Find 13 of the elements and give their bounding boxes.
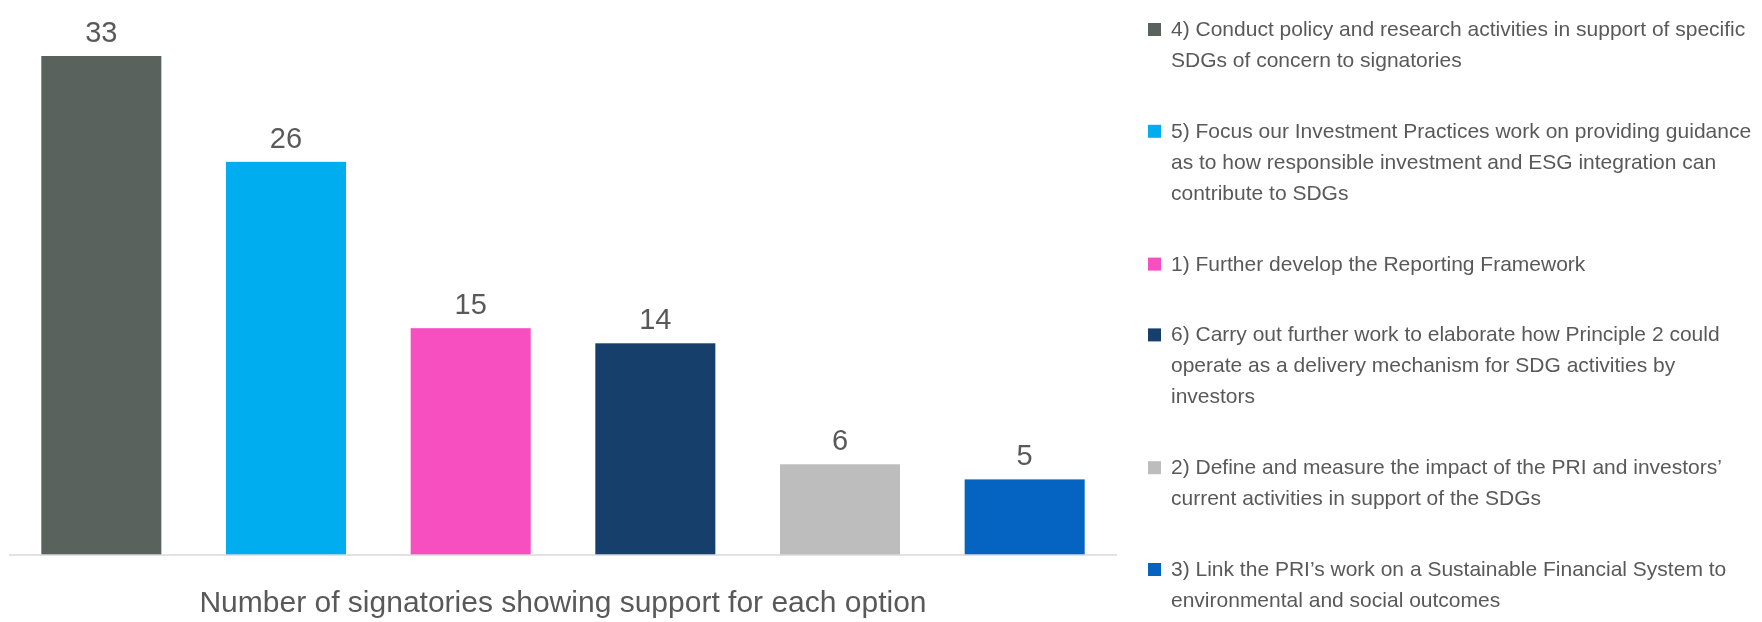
data-label: 26	[269, 121, 303, 154]
x-axis-title: Number of signatories showing support for each option	[199, 585, 927, 618]
legend-label: 2) Define and measure the impact of the PRI and investors’ current activities in support of the SDGs	[1171, 455, 1722, 510]
data-label: 14	[639, 303, 672, 336]
data-label: 6	[831, 424, 849, 457]
data-label: 15	[454, 288, 487, 321]
legend-label: 6) Carry out further work to elaborate how Principle 2 could operate as a delivery mechanism for SDG activities by investors	[1171, 322, 1720, 408]
data-label: 5	[1016, 439, 1033, 472]
legend-label: 4) Conduct policy and research activities in support of specific SDGs of concern to signatories	[1171, 17, 1746, 71]
legend-label: 5) Focus our Investment Practices work on providing guidance as to how responsible investment and ESG integration can contribute to SDGs	[1171, 118, 1752, 204]
data-label: 33	[85, 16, 118, 48]
legend-label: 1) Further develop the Reporting Framework	[1171, 251, 1586, 275]
legend-label: 3) Link the PRI’s work on a Sustainable Financial System to environmental and social outcomes	[1171, 557, 1727, 611]
